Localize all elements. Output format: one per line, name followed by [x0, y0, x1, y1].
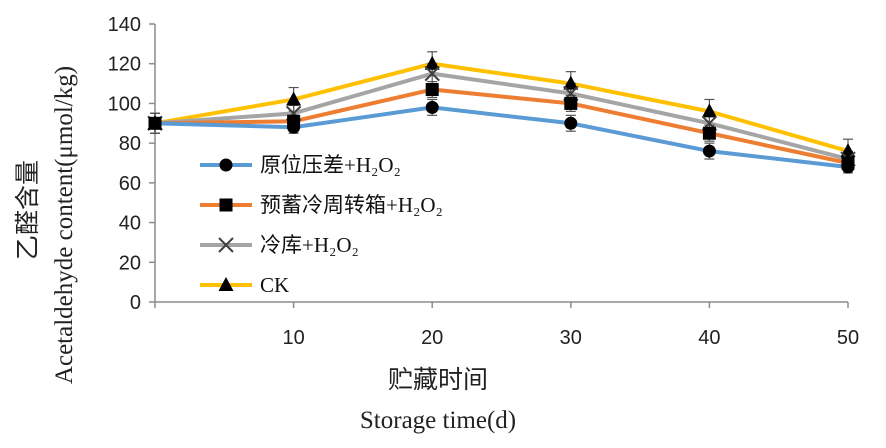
series-1-markers [148, 100, 855, 174]
data-point [287, 120, 301, 134]
x-axis-title-en: Storage time(d) [360, 407, 516, 434]
y-tick-label: 0 [130, 292, 141, 314]
data-point [424, 65, 440, 82]
data-point [564, 96, 578, 110]
series-1 [150, 98, 853, 174]
chart-axes [154, 24, 848, 303]
x-tick-label: 40 [698, 327, 720, 349]
legend-marker [218, 237, 234, 253]
data-point [701, 103, 717, 118]
y-tick-label: 60 [119, 173, 141, 195]
data-point [840, 143, 856, 158]
data-point [148, 116, 162, 130]
legend: 原位压差+H₂O₂ 预蓄冷周转箱+H₂O₂ 冷库+H₂O₂ CK [200, 153, 443, 297]
y-tick-label: 80 [119, 133, 141, 155]
y-tick-label: 140 [108, 14, 141, 36]
y-axis-ticks: 0 20 40 60 80 100 120 140 [108, 14, 155, 314]
x-axis-ticks: 10 20 30 40 50 [154, 302, 859, 349]
legend-item: CK [200, 273, 289, 297]
series-line [154, 87, 849, 165]
data-point [425, 83, 439, 97]
data-point [702, 126, 716, 140]
series-line [154, 71, 849, 161]
data-point [702, 144, 716, 158]
legend-item: 预蓄冷周转箱+H₂O₂ [200, 193, 443, 217]
series-layer [147, 51, 856, 174]
y-tick-label: 40 [119, 213, 141, 235]
legend-label: 冷库+H₂O₂ [260, 233, 359, 257]
data-point [425, 100, 439, 114]
data-point [424, 55, 440, 70]
series-line [154, 105, 849, 169]
cross-stroke [424, 65, 440, 82]
data-point [564, 116, 578, 130]
series-line [154, 61, 849, 154]
y-tick-label: 20 [119, 252, 141, 274]
legend-marker [219, 158, 233, 172]
x-axis-title-cn: 贮藏时间 [388, 366, 488, 394]
legend-label: 预蓄冷周转箱+H₂O₂ [260, 193, 443, 217]
cross-stroke [218, 237, 234, 253]
x-tick-label: 30 [560, 327, 582, 349]
data-point [563, 75, 579, 90]
data-point [286, 91, 302, 106]
y-tick-label: 120 [108, 54, 141, 76]
x-tick-label: 20 [421, 327, 443, 349]
y-axis-title-en: Acetaldehyde content(μmol/kg) [51, 66, 78, 384]
x-tick-label: 50 [837, 327, 859, 349]
x-tick-label: 10 [282, 327, 304, 349]
legend-label: 原位压差+H₂O₂ [260, 153, 401, 177]
y-axis-title-cn: 乙醛含量 [14, 160, 42, 260]
legend-marker [218, 277, 234, 291]
legend-item: 冷库+H₂O₂ [200, 233, 359, 257]
legend-item: 原位压差+H₂O₂ [200, 153, 401, 177]
series-4 [150, 51, 853, 164]
legend-label: CK [260, 273, 289, 297]
y-tick-label: 100 [108, 93, 141, 115]
data-point [841, 160, 855, 174]
legend-marker [219, 198, 233, 212]
